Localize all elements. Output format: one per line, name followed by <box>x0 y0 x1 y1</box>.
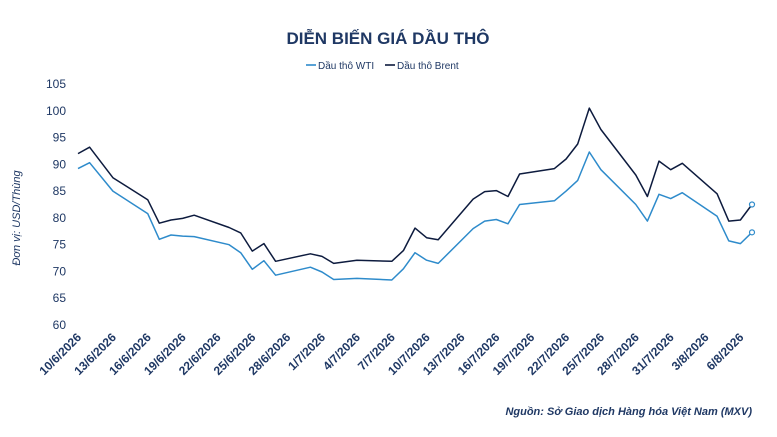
x-tick-label: 1/7/2026 <box>285 330 328 373</box>
series-line-brent <box>77 107 753 265</box>
end-marker-wti <box>748 229 756 236</box>
legend-label-wti: Dầu thô WTI <box>318 60 374 72</box>
x-tick-label: 3/8/2026 <box>669 330 712 373</box>
x-axis-ticks: 10/6/202613/6/202616/6/202619/6/202622/6… <box>36 330 746 378</box>
y-tick-label: 85 <box>53 184 67 198</box>
legend: Dầu thô WTI Dầu thô Brent <box>306 60 459 72</box>
y-tick-label: 90 <box>53 157 67 171</box>
x-tick-label: 6/8/2026 <box>704 330 747 373</box>
y-tick-label: 100 <box>46 104 66 118</box>
y-tick-label: 105 <box>46 77 66 91</box>
y-tick-label: 65 <box>53 291 67 305</box>
y-tick-label: 70 <box>53 264 67 278</box>
y-tick-label: 75 <box>53 238 67 252</box>
y-axis-ticks: 60 65 70 75 80 85 90 95 100 105 <box>46 77 66 332</box>
end-marker-brent <box>748 201 756 208</box>
y-tick-label: 80 <box>53 211 67 225</box>
x-tick-label: 4/7/2026 <box>320 330 363 373</box>
y-axis-label: Đơn vị: USD/Thùng <box>11 169 23 265</box>
legend-label-brent: Dầu thô Brent <box>397 60 459 72</box>
source-note: Nguồn: Sở Giao dịch Hàng hóa Việt Nam (M… <box>505 406 752 418</box>
legend-item-brent: Dầu thô Brent <box>385 60 459 72</box>
y-tick-label: 95 <box>53 131 67 145</box>
chart-title: DIỄN BIẾN GIÁ DẦU THÔ <box>286 29 489 48</box>
series-lines <box>77 107 753 281</box>
series-line-wti <box>77 151 753 281</box>
y-tick-label: 60 <box>53 318 67 332</box>
series-markers <box>748 201 756 236</box>
legend-item-wti: Dầu thô WTI <box>306 60 374 72</box>
